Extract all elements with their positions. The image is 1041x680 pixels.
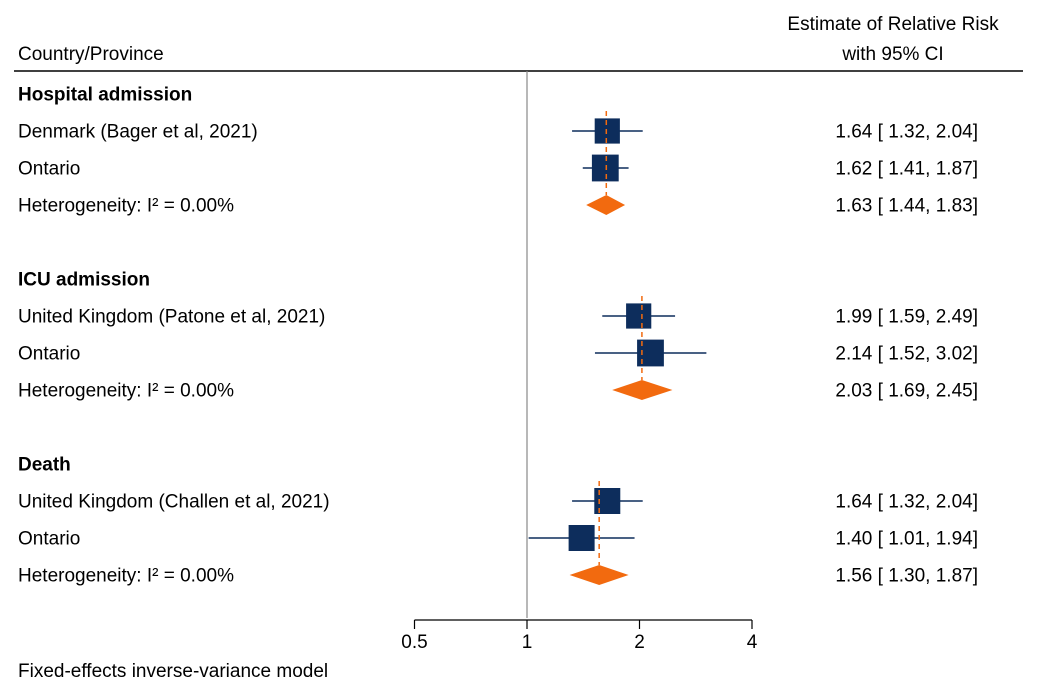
heterogeneity-label: Heterogeneity: I² = 0.00% <box>18 196 234 217</box>
study-estimate: 1.99 [ 1.59, 2.49] <box>835 307 978 328</box>
group-heading: ICU admission <box>18 270 150 291</box>
pooled-diamond <box>612 380 673 400</box>
group-heading: Hospital admission <box>18 85 192 106</box>
x-axis: 0.5 1 2 4 <box>401 71 758 653</box>
study-marker <box>594 118 620 144</box>
study-label: Ontario <box>18 344 80 365</box>
study-label: Ontario <box>18 159 80 180</box>
estimate-column-header-line2: with 95% CI <box>841 44 943 65</box>
x-tick-label: 1 <box>522 632 533 653</box>
pooled-estimate: 1.56 [ 1.30, 1.87] <box>835 566 978 587</box>
heterogeneity-label: Heterogeneity: I² = 0.00% <box>18 566 234 587</box>
study-column-header: Country/Province <box>18 44 164 65</box>
x-tick-label: 4 <box>747 632 758 653</box>
x-tick-label: 2 <box>634 632 645 653</box>
model-footnote: Fixed-effects inverse-variance model <box>18 661 328 680</box>
study-marker <box>568 525 595 551</box>
study-marker <box>594 488 621 514</box>
study-estimate: 1.64 [ 1.32, 2.04] <box>835 122 978 143</box>
estimate-column-header-line1: Estimate of Relative Risk <box>787 14 999 35</box>
study-label: Denmark (Bager et al, 2021) <box>18 122 258 143</box>
study-estimate: 1.40 [ 1.01, 1.94] <box>835 529 978 550</box>
pooled-diamond <box>586 195 626 215</box>
study-estimate: 1.62 [ 1.41, 1.87] <box>835 159 978 180</box>
pooled-diamond <box>569 565 629 585</box>
study-label: Ontario <box>18 529 80 550</box>
pooled-estimate: 2.03 [ 1.69, 2.45] <box>835 381 978 402</box>
study-marker <box>637 339 664 367</box>
x-tick-label: 0.5 <box>401 632 427 653</box>
pooled-estimate: 1.63 [ 1.44, 1.83] <box>835 196 978 217</box>
study-estimate: 1.64 [ 1.32, 2.04] <box>835 492 978 513</box>
forest-rows: Hospital admission Denmark (Bager et al, … <box>18 85 978 587</box>
study-label: United Kingdom (Patone et al, 2021) <box>18 307 325 328</box>
study-estimate: 2.14 [ 1.52, 3.02] <box>835 344 978 365</box>
study-marker <box>626 303 652 329</box>
group-heading: Death <box>18 455 71 476</box>
heterogeneity-label: Heterogeneity: I² = 0.00% <box>18 381 234 402</box>
study-label: United Kingdom (Challen et al, 2021) <box>18 492 330 513</box>
study-marker <box>591 154 619 182</box>
